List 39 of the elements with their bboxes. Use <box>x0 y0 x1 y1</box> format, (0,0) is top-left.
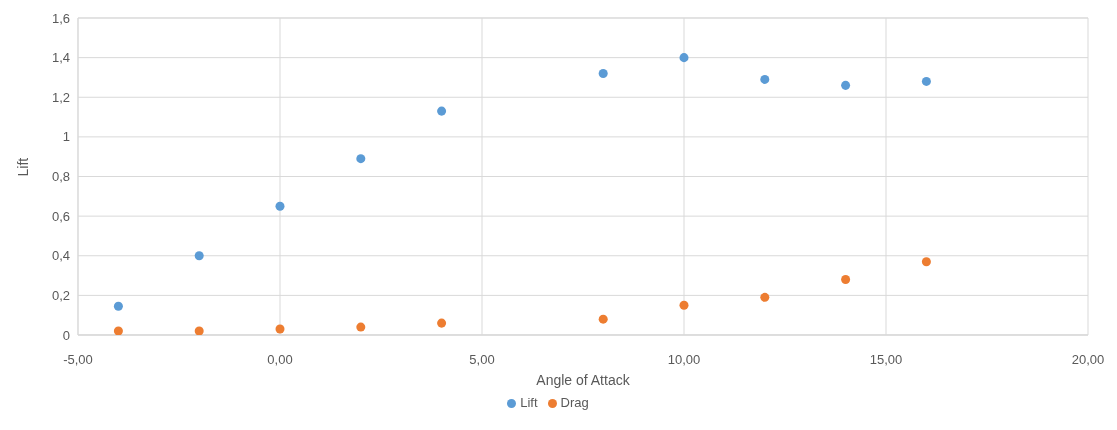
point <box>437 318 447 328</box>
x-axis-title: Angle of Attack <box>536 372 631 388</box>
y-tick-label: 0,4 <box>51 248 70 264</box>
point <box>113 326 123 335</box>
point <box>356 154 366 164</box>
point <box>275 201 285 211</box>
y-tick-label: 0,2 <box>51 287 70 303</box>
point <box>356 322 366 332</box>
point <box>760 292 770 302</box>
x-tick-label: 20,00 <box>1071 352 1105 368</box>
point <box>921 257 931 267</box>
point <box>113 301 123 311</box>
point <box>437 106 447 116</box>
point <box>679 53 689 63</box>
x-tick-label: -5,00 <box>63 352 93 368</box>
point <box>194 326 204 335</box>
x-tick-label: 10,00 <box>667 352 701 368</box>
y-tick-label: 0 <box>62 327 70 343</box>
y-tick-label: 1,6 <box>51 10 70 26</box>
y-tick-label: 0,6 <box>51 208 70 224</box>
point <box>760 74 770 84</box>
y-tick-label: 1,4 <box>51 50 70 66</box>
y-tick-label: 0,8 <box>51 169 70 185</box>
point <box>841 275 851 285</box>
point <box>598 68 608 78</box>
x-tick-label: 15,00 <box>869 352 903 368</box>
point <box>841 80 851 90</box>
x-tick-label: 5,00 <box>469 352 495 368</box>
y-tick-label: 1 <box>62 129 70 145</box>
legend-label: Lift <box>520 395 538 410</box>
legend-label: Drag <box>560 395 589 410</box>
point <box>921 76 931 86</box>
point <box>598 314 608 324</box>
x-tick-label: 0,00 <box>267 352 293 368</box>
point <box>275 324 285 334</box>
point <box>679 300 689 310</box>
y-tick-label: 1,2 <box>51 89 70 105</box>
point <box>194 251 204 261</box>
y-axis-title: Lift <box>14 157 31 177</box>
